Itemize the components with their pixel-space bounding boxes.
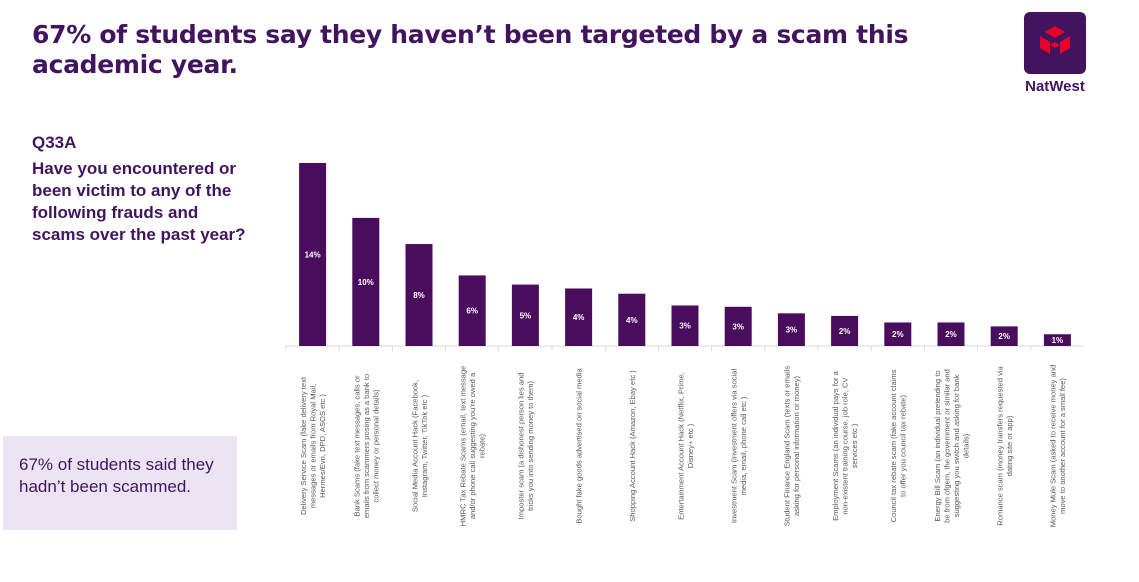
category-label: HMRC Tax Rebate Scams (email, text messa… [459,366,487,527]
data-label: 3% [679,322,691,331]
category-label: Energy Bill Scam (an individual pretendi… [933,369,971,523]
category-label: Investment Scam (investment offers via s… [729,369,748,524]
question-id: Q33A [32,133,77,152]
data-label: 2% [892,330,904,339]
bar [724,306,752,346]
callout-box: 67% of students said they hadn’t been sc… [3,436,237,530]
data-label: 8% [413,291,425,300]
bar [458,275,486,346]
category-label: Student Finance England Scam (texts or e… [783,366,802,527]
bar [299,163,327,346]
bar [671,305,699,346]
category-label: Delivery Service Scam (fake delivery tex… [299,376,327,515]
bar [777,313,805,346]
data-label: 2% [945,330,957,339]
page-title: 67% of students say they haven’t been ta… [32,20,909,79]
data-label: 3% [732,322,744,331]
bar [618,293,646,346]
bar [565,288,593,346]
category-label: Council tax rebate scam (fake account cl… [889,369,908,522]
category-label: Social Media Account Hack (Facebook,Inst… [410,380,429,512]
category-label: Bought fake goods advertised on social m… [575,368,584,524]
data-label: 3% [786,326,798,335]
category-label: Money Mule Scam (asked to receive money … [1049,365,1068,528]
data-label: 2% [839,327,851,336]
bar [990,326,1018,346]
data-label: 5% [520,311,532,320]
bar [831,315,859,346]
data-label: 4% [573,313,585,322]
natwest-logo-text: NatWest [1025,78,1085,95]
bar [937,322,965,346]
natwest-logo [1024,12,1086,74]
bar [405,244,433,346]
category-label: Entertainment Account Hack (Netflix, Pri… [676,372,695,520]
question-text: Have you encountered or been victim to a… [32,159,246,244]
category-label: Employment Scams (an individual pays for… [831,370,859,521]
data-label: 4% [626,316,638,325]
bar [1043,334,1071,346]
category-label: Bank Scams (fake text messages, calls or… [352,374,380,518]
bar [511,284,539,346]
category-label: Imposter scam (a dishonest person lies a… [517,373,536,520]
bar [352,217,380,346]
category-label: Romance scam (money transfers requested … [995,365,1014,525]
data-label: 14% [305,251,321,260]
data-label: 10% [358,278,374,287]
callout-text: 67% of students said they hadn’t been sc… [19,455,214,496]
category-label: Shopping Account Hack (Amazon, Ebay etc … [628,370,637,522]
natwest-cubes-icon [1040,26,1070,54]
data-label: 6% [466,307,478,316]
data-label: 2% [998,332,1010,341]
bar [884,322,912,346]
data-label: 1% [1052,336,1064,345]
